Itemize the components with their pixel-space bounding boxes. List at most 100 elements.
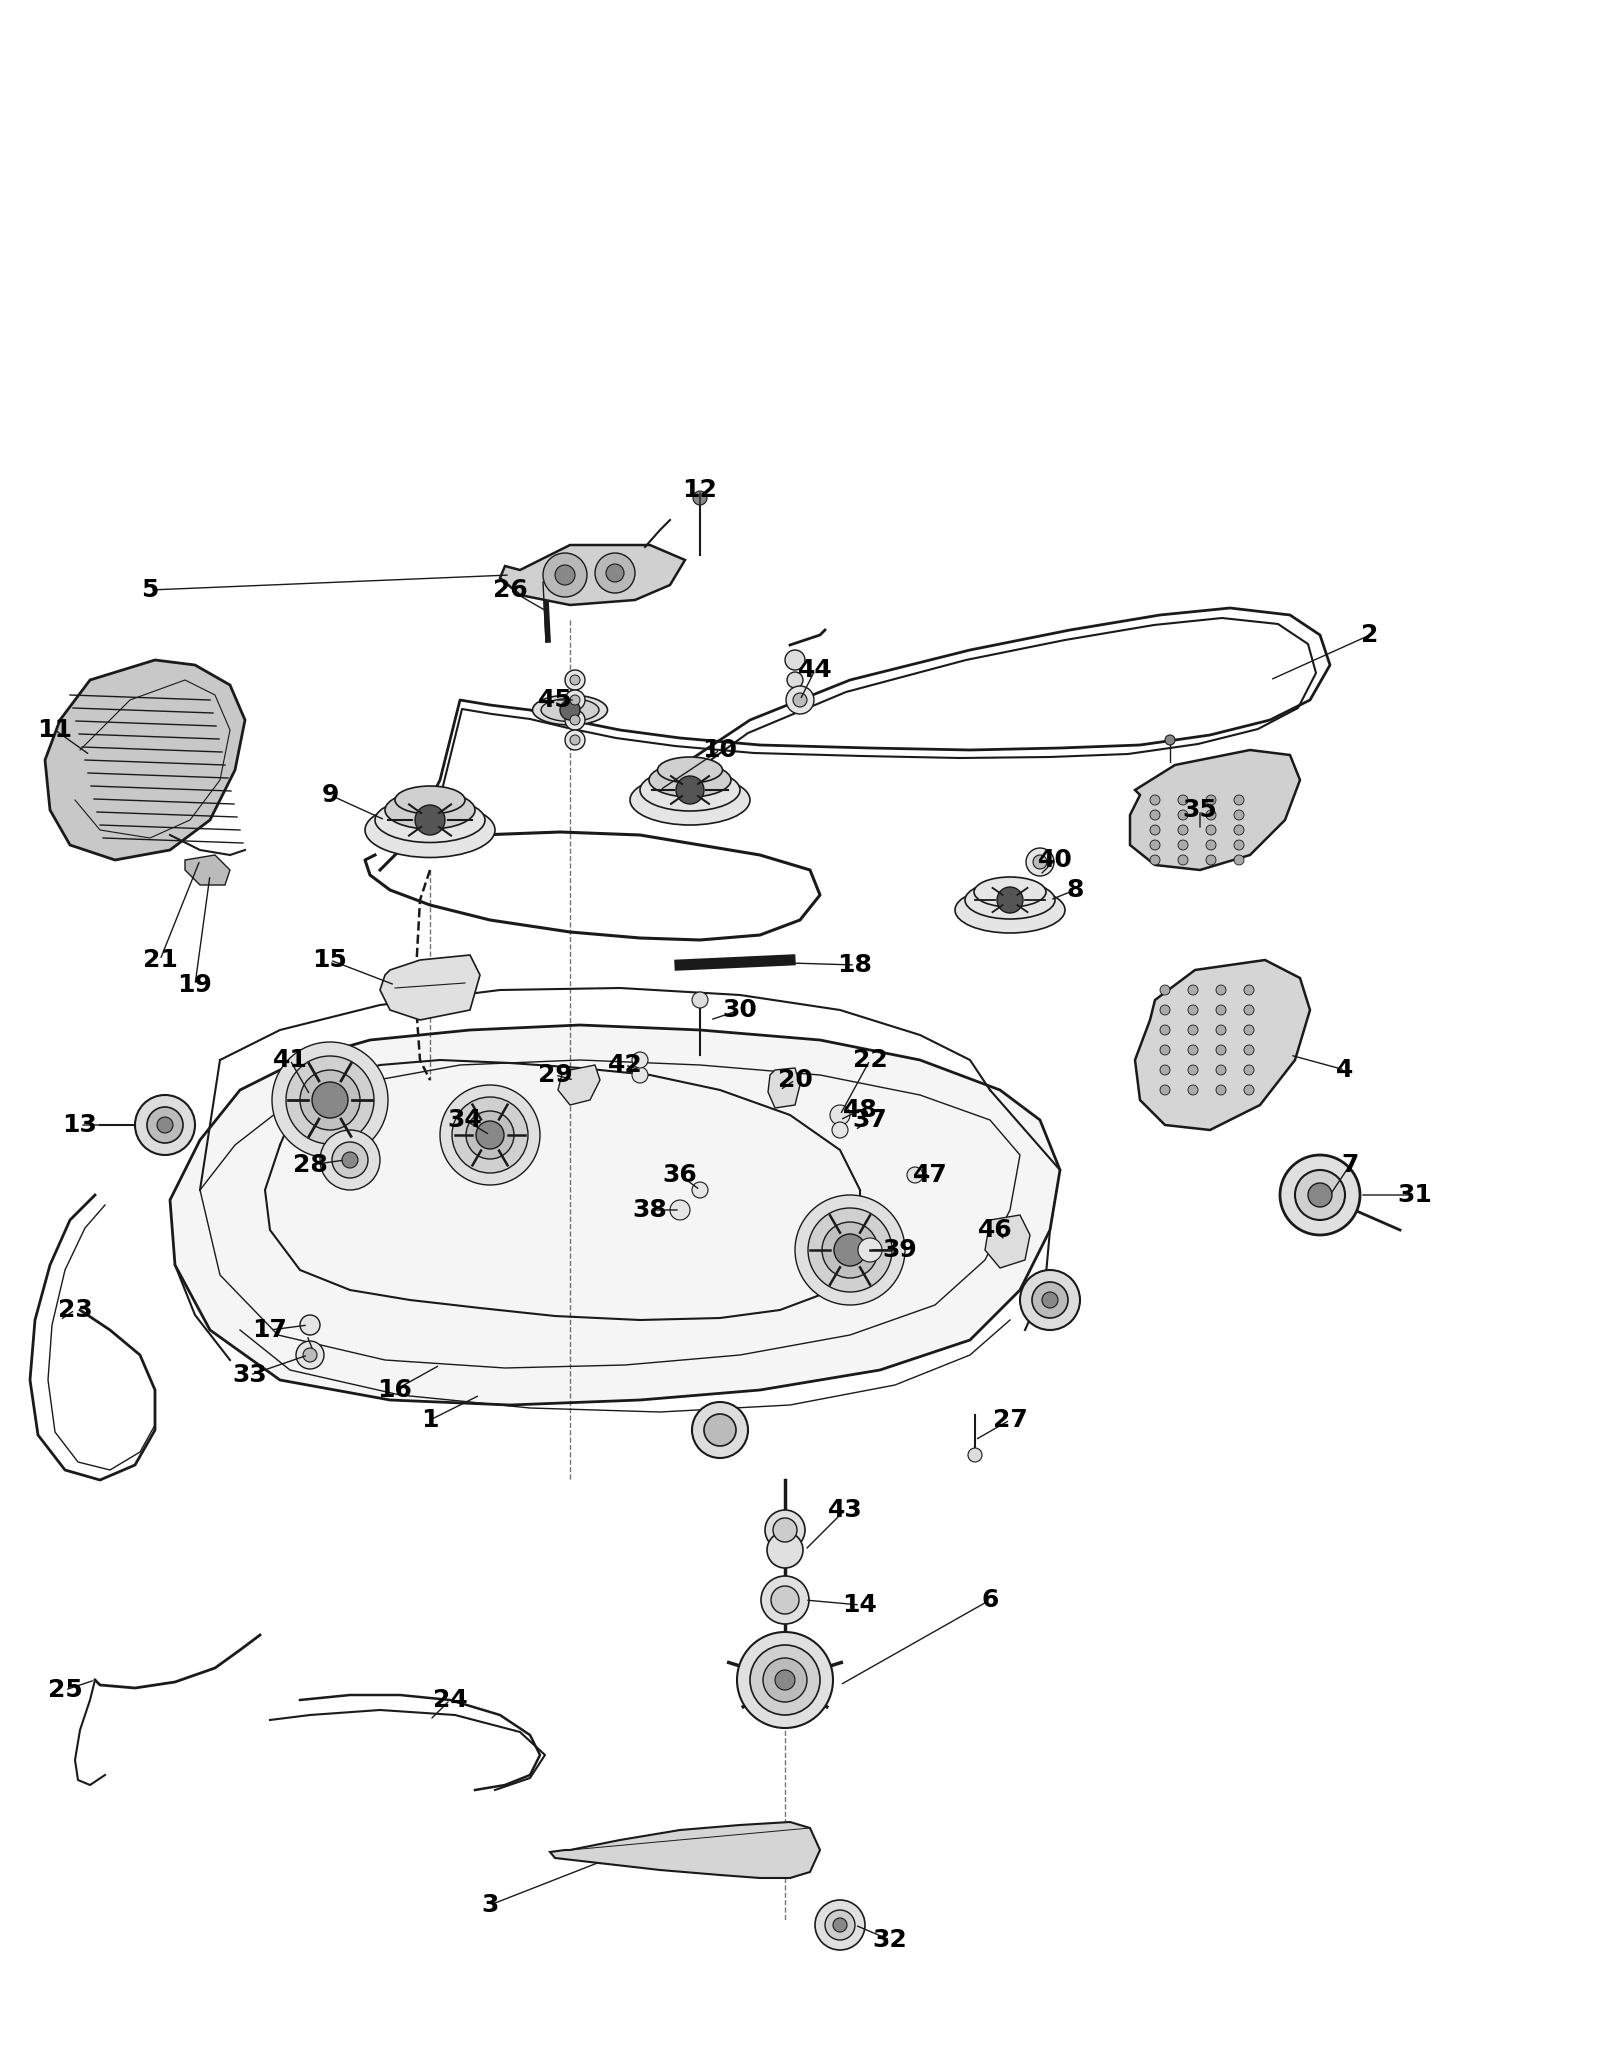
Text: 2: 2 bbox=[1362, 623, 1379, 648]
Circle shape bbox=[1206, 855, 1216, 865]
Circle shape bbox=[632, 1052, 648, 1068]
Text: 37: 37 bbox=[853, 1107, 888, 1132]
Circle shape bbox=[1234, 795, 1245, 805]
Circle shape bbox=[477, 1122, 504, 1149]
Circle shape bbox=[1234, 826, 1245, 834]
Text: 29: 29 bbox=[538, 1064, 573, 1087]
Circle shape bbox=[1187, 1025, 1198, 1035]
Circle shape bbox=[147, 1107, 182, 1143]
Ellipse shape bbox=[395, 787, 466, 814]
Circle shape bbox=[691, 1401, 749, 1457]
Circle shape bbox=[1216, 985, 1226, 996]
Circle shape bbox=[1178, 826, 1187, 834]
Circle shape bbox=[907, 1167, 923, 1182]
Polygon shape bbox=[986, 1215, 1030, 1269]
Circle shape bbox=[675, 776, 704, 803]
Ellipse shape bbox=[955, 888, 1066, 934]
Circle shape bbox=[555, 565, 574, 586]
Ellipse shape bbox=[974, 878, 1046, 907]
Text: 22: 22 bbox=[853, 1047, 888, 1072]
Text: 24: 24 bbox=[432, 1687, 467, 1712]
Polygon shape bbox=[186, 855, 230, 886]
Circle shape bbox=[312, 1083, 349, 1118]
Circle shape bbox=[565, 671, 586, 689]
Text: 35: 35 bbox=[1182, 799, 1218, 822]
Circle shape bbox=[1245, 1045, 1254, 1056]
Text: 11: 11 bbox=[37, 718, 72, 741]
Text: 9: 9 bbox=[322, 782, 339, 807]
Circle shape bbox=[773, 1517, 797, 1542]
Circle shape bbox=[560, 700, 579, 720]
Circle shape bbox=[691, 1182, 707, 1199]
Circle shape bbox=[440, 1085, 541, 1184]
Circle shape bbox=[1160, 1085, 1170, 1095]
Text: 14: 14 bbox=[843, 1594, 877, 1617]
Text: 1: 1 bbox=[421, 1408, 438, 1432]
Circle shape bbox=[1178, 855, 1187, 865]
Circle shape bbox=[794, 693, 806, 708]
Text: 17: 17 bbox=[253, 1319, 288, 1341]
Ellipse shape bbox=[650, 764, 731, 797]
Circle shape bbox=[1216, 1085, 1226, 1095]
Circle shape bbox=[1234, 809, 1245, 820]
Text: 8: 8 bbox=[1066, 878, 1083, 903]
Circle shape bbox=[1245, 1006, 1254, 1014]
Circle shape bbox=[1160, 1045, 1170, 1056]
Text: 47: 47 bbox=[912, 1163, 947, 1186]
Circle shape bbox=[1160, 1064, 1170, 1074]
Circle shape bbox=[1150, 840, 1160, 851]
Text: 12: 12 bbox=[683, 478, 717, 503]
Circle shape bbox=[771, 1586, 798, 1615]
Text: 34: 34 bbox=[448, 1107, 482, 1132]
Text: 33: 33 bbox=[232, 1362, 267, 1387]
Text: 25: 25 bbox=[48, 1679, 82, 1702]
Text: 39: 39 bbox=[883, 1238, 917, 1263]
Circle shape bbox=[565, 710, 586, 731]
Circle shape bbox=[1280, 1155, 1360, 1236]
Circle shape bbox=[1160, 985, 1170, 996]
Circle shape bbox=[1032, 1281, 1069, 1319]
Circle shape bbox=[466, 1112, 514, 1159]
Circle shape bbox=[453, 1097, 528, 1174]
Circle shape bbox=[830, 1105, 850, 1124]
Circle shape bbox=[750, 1646, 819, 1716]
Text: 18: 18 bbox=[837, 952, 872, 977]
Circle shape bbox=[1216, 1064, 1226, 1074]
Text: 20: 20 bbox=[778, 1068, 813, 1093]
Text: 45: 45 bbox=[538, 687, 573, 712]
Polygon shape bbox=[558, 1064, 600, 1105]
Text: 5: 5 bbox=[141, 578, 158, 602]
Ellipse shape bbox=[658, 758, 723, 782]
Circle shape bbox=[595, 553, 635, 592]
Ellipse shape bbox=[386, 791, 475, 828]
Circle shape bbox=[414, 805, 445, 834]
Ellipse shape bbox=[533, 696, 608, 724]
Circle shape bbox=[1178, 840, 1187, 851]
Circle shape bbox=[570, 675, 579, 685]
Text: 40: 40 bbox=[1037, 849, 1072, 871]
Circle shape bbox=[738, 1631, 834, 1728]
Ellipse shape bbox=[365, 803, 494, 857]
Circle shape bbox=[1245, 1025, 1254, 1035]
Text: 19: 19 bbox=[178, 973, 213, 998]
Ellipse shape bbox=[630, 774, 750, 826]
Circle shape bbox=[606, 563, 624, 582]
Circle shape bbox=[1187, 1064, 1198, 1074]
Circle shape bbox=[1187, 1085, 1198, 1095]
Circle shape bbox=[826, 1911, 854, 1940]
Circle shape bbox=[342, 1153, 358, 1167]
Circle shape bbox=[763, 1658, 806, 1702]
Circle shape bbox=[1026, 849, 1054, 876]
Text: 10: 10 bbox=[702, 739, 738, 762]
Circle shape bbox=[1150, 795, 1160, 805]
Circle shape bbox=[822, 1221, 878, 1277]
Text: 46: 46 bbox=[978, 1217, 1013, 1242]
Text: 7: 7 bbox=[1341, 1153, 1358, 1178]
Circle shape bbox=[565, 689, 586, 710]
Circle shape bbox=[1178, 809, 1187, 820]
Circle shape bbox=[834, 1234, 866, 1267]
Polygon shape bbox=[499, 544, 685, 604]
Circle shape bbox=[693, 491, 707, 505]
Circle shape bbox=[786, 650, 805, 671]
Circle shape bbox=[542, 553, 587, 596]
